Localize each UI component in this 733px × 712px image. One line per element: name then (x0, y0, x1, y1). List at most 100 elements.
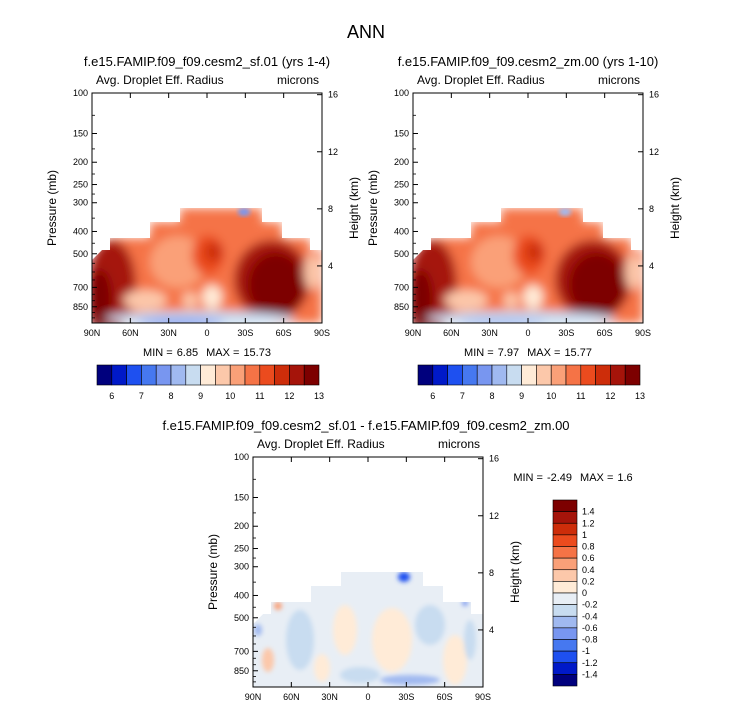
panel-diff-field (253, 457, 483, 687)
panel-left-colorbar-label: 10 (225, 391, 235, 401)
panel-diff-colorbar-label: 0.2 (582, 576, 595, 586)
panel-right-y-tick-label: 100 (394, 88, 409, 98)
panel-diff-ylabel-right: Height (km) (508, 541, 522, 603)
panel-right-colorbar-box (417, 364, 434, 386)
panel-diff-colorbar-box (552, 662, 578, 675)
panel-left-y-tick-label: 500 (73, 249, 88, 259)
panel-right-colorbar: 6 7 8 9 10 11 12 13 (417, 364, 645, 401)
panel-left-colorbar-box (96, 364, 113, 386)
panel-right-height-tick-label: 8 (649, 204, 654, 214)
panel-right-height-tick-label: 12 (649, 147, 659, 157)
panel-left: f.e15.FAMIP.f09_f09.cesm2_sf.01 (yrs 1-4… (45, 54, 361, 401)
panel-diff-height-tick-label: 12 (489, 511, 499, 521)
panel-diff-colorbar-box (552, 511, 578, 524)
panel-diff-colorbar-label: 0.6 (582, 553, 595, 563)
panel-left-colorbar-label: 9 (198, 391, 203, 401)
panel-left-colorbar-box (200, 364, 216, 386)
panel-right-y-tick-label: 250 (394, 180, 409, 190)
panel-right-colorbar-box (550, 364, 567, 386)
panel-right-y-tick-label: 850 (394, 302, 409, 312)
panel-left-variable: Avg. Droplet Eff. Radius (96, 73, 224, 87)
panel-diff-height-tick-label: 4 (489, 625, 494, 635)
panel-left-colorbar-box (215, 364, 231, 386)
panel-left-colorbar-label: 11 (255, 391, 264, 401)
panel-diff-colorbar-label: 0.4 (582, 565, 595, 575)
panel-diff-colorbar: 1.41.2 1 0.80.6 0.40.2 0 -0.2-0.4 -0.6 -0.8-1 -1… (552, 499, 598, 687)
panel-diff-y-tick-label: 500 (234, 613, 249, 623)
panel-diff-colorbar-box (552, 534, 578, 547)
panel-right-y-tick-label: 300 (394, 198, 409, 208)
panel-diff-axes: 90N 60N 30N 0 30S 60S 90S 100 150 200 250 300 400 500… (206, 452, 522, 702)
panel-diff-y-tick-label: 200 (234, 521, 249, 531)
panel-left-y-tick-label: 850 (73, 302, 88, 312)
panel-diff-colorbar-label: -1 (582, 646, 590, 656)
panel-diff-y-tick-label: 100 (234, 452, 249, 462)
panel-left-colorbar-label: 7 (139, 391, 144, 401)
panel-right-colorbar-label: 12 (605, 391, 615, 401)
panel-left-colorbar-box (229, 364, 246, 386)
panel-diff-colorbar-box (552, 627, 578, 640)
panel-diff-x-tick-label: 60N (283, 692, 300, 702)
panel-diff-colorbar-label: 1.4 (582, 507, 595, 517)
panel-right-field (413, 93, 643, 323)
panel-right-y-tick-label: 700 (394, 282, 409, 292)
panel-right-ylabel: Pressure (mb) (366, 170, 380, 246)
panel-right-colorbar-label: 9 (519, 391, 524, 401)
panel-right-y-tick-label: 500 (394, 249, 409, 259)
panel-diff-colorbar-label: -0.2 (582, 600, 598, 610)
panel-right-x-tick-label: 60N (443, 328, 460, 338)
panel-left-colorbar-box (155, 364, 172, 386)
panel-right-colorbar-label: 8 (489, 391, 494, 401)
panel-left-minmax: MIN = 6.85 MAX = 15.73 (143, 347, 271, 359)
panel-left-x-tick-label: 30N (160, 328, 177, 338)
panel-diff-x-tick-label: 60S (437, 692, 453, 702)
panel-right-x-tick-label: 30N (481, 328, 498, 338)
panel-right-colorbar-box (491, 364, 508, 386)
panel-left-colorbar-box (244, 364, 261, 386)
panel-left-y-tick-label: 150 (73, 129, 88, 139)
panel-diff: f.e15.FAMIP.f09_f09.cesm2_sf.01 - f.e15.… (162, 418, 632, 702)
panel-left-x-tick-label: 60S (276, 328, 292, 338)
panel-left-colorbar-box (126, 364, 142, 386)
panel-left-x-tick-label: 90N (84, 328, 101, 338)
panel-right-units: microns (598, 73, 640, 87)
panel-right-colorbar-box (580, 364, 596, 386)
panel-diff-minmax: MIN = -2.49 MAX = 1.6 (513, 472, 632, 484)
panel-left-height-tick-label: 16 (328, 90, 338, 100)
panel-left-colorbar-label: 8 (168, 391, 173, 401)
panel-right-colorbar-box (432, 364, 448, 386)
panel-left-colorbar-label: 13 (314, 391, 324, 401)
panel-diff-ylabel: Pressure (mb) (206, 534, 220, 610)
figure-title: ANN (347, 22, 385, 42)
panel-diff-y-tick-label: 250 (234, 544, 249, 554)
panel-right-colorbar-box (476, 364, 493, 386)
panel-diff-x-tick-label: 30N (321, 692, 338, 702)
panel-diff-colorbar-box (552, 615, 578, 629)
panel-diff-colorbar-box (552, 557, 578, 571)
panel-diff-colorbar-box (552, 650, 578, 664)
panel-right-y-tick-label: 150 (394, 129, 409, 139)
panel-diff-y-tick-label: 850 (234, 666, 249, 676)
panel-right-colorbar-box (447, 364, 463, 386)
panel-right-y-tick-label: 200 (394, 157, 409, 167)
panel-diff-colorbar-box (552, 592, 578, 605)
panel-diff-y-tick-label: 150 (234, 493, 249, 503)
panel-diff-height-tick-label: 16 (489, 454, 499, 464)
panel-left-colorbar-label: 12 (284, 391, 294, 401)
panel-left-x-tick-label: 0 (204, 328, 209, 338)
panel-left-colorbar-box (259, 364, 275, 386)
panel-left-colorbar-box (170, 364, 187, 386)
panel-diff-colorbar-box (552, 604, 578, 617)
panel-right-height-tick-label: 16 (649, 90, 659, 100)
panel-right-title: f.e15.FAMIP.f09_f09.cesm2_zm.00 (yrs 1-1… (398, 54, 659, 69)
panel-left-colorbar: 6 7 8 9 10 11 12 13 (96, 364, 324, 401)
panel-left-x-tick-label: 30S (237, 328, 253, 338)
panel-left-colorbar-box (289, 364, 305, 386)
panel-right-x-tick-label: 90N (405, 328, 422, 338)
panel-left-y-tick-label: 700 (73, 282, 88, 292)
panel-left-ylabel-right: Height (km) (347, 177, 361, 239)
panel-right-height-tick-label: 4 (649, 261, 654, 271)
panel-left-y-tick-label: 400 (73, 226, 88, 236)
panel-diff-x-tick-label: 0 (365, 692, 370, 702)
